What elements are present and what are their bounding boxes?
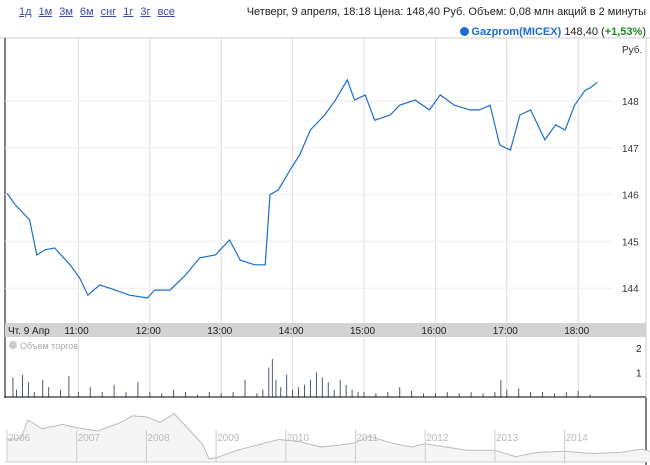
navigator-year-label: 2007 <box>78 433 101 444</box>
range-6m[interactable]: 6м <box>79 6 94 18</box>
navigator-line <box>6 413 650 460</box>
price-info: Четверг, 9 апреля, 18:18 Цена: 148,40 Ру… <box>246 6 646 18</box>
navigator-year-label: 2012 <box>426 433 449 444</box>
range-ytd[interactable]: снг <box>100 6 117 18</box>
range-3y[interactable]: 3г <box>140 6 151 18</box>
navigator-year-label: 2010 <box>287 433 310 444</box>
navigator-year-label: 2011 <box>357 433 379 444</box>
x-tick-label: 17:00 <box>493 326 518 337</box>
volume-tick-label: 1 <box>636 369 642 380</box>
legend-change: +1,53% <box>604 26 643 38</box>
price-line <box>6 78 598 299</box>
y-tick-label: 148 <box>622 97 639 108</box>
navigator-year-label: 2014 <box>566 433 589 444</box>
x-tick-label: 15:00 <box>350 326 375 337</box>
legend: Gazprom(MICEX) 148,40 (+1,53%) <box>460 26 646 38</box>
volume-label: Объем торгов <box>20 341 78 351</box>
volume-tick-label: 2 <box>636 344 642 355</box>
range-3m[interactable]: 3м <box>59 6 73 18</box>
range-1d[interactable]: 1д <box>19 6 32 18</box>
x-tick-label: 14:00 <box>279 326 304 337</box>
x-tick-label: 16:00 <box>421 326 446 337</box>
y-tick-label: 146 <box>622 191 639 202</box>
y-tick-label: 147 <box>622 144 639 155</box>
navigator-area <box>7 413 650 462</box>
legend-price: 148,40 <box>564 26 598 38</box>
time-axis-bar <box>5 323 646 337</box>
navigator-year-label: 2013 <box>496 433 519 444</box>
x-tick-label: 13:00 <box>207 326 232 337</box>
close-icon <box>9 341 17 349</box>
y-tick-label: 144 <box>622 284 639 295</box>
x-tick-label: Чт. 9 Апр <box>8 326 50 337</box>
range-links: 1д 1м 3м 6м снг 1г 3г все <box>19 6 182 18</box>
range-1m[interactable]: 1м <box>38 6 53 18</box>
x-tick-label: 11:00 <box>64 326 89 337</box>
navigator-year-label: 2009 <box>217 433 240 444</box>
series-dot-icon <box>460 27 470 36</box>
y-unit-label: Руб. <box>622 44 642 56</box>
y-tick-label: 145 <box>622 237 639 248</box>
range-all[interactable]: все <box>157 6 175 18</box>
range-1y[interactable]: 1г <box>123 6 134 18</box>
legend-name[interactable]: Gazprom(MICEX) <box>471 26 562 38</box>
navigator-year-label: 2006 <box>8 433 31 444</box>
navigator-year-label: 2008 <box>147 433 170 444</box>
x-tick-label: 12:00 <box>136 326 161 337</box>
x-tick-label: 18:00 <box>564 326 589 337</box>
